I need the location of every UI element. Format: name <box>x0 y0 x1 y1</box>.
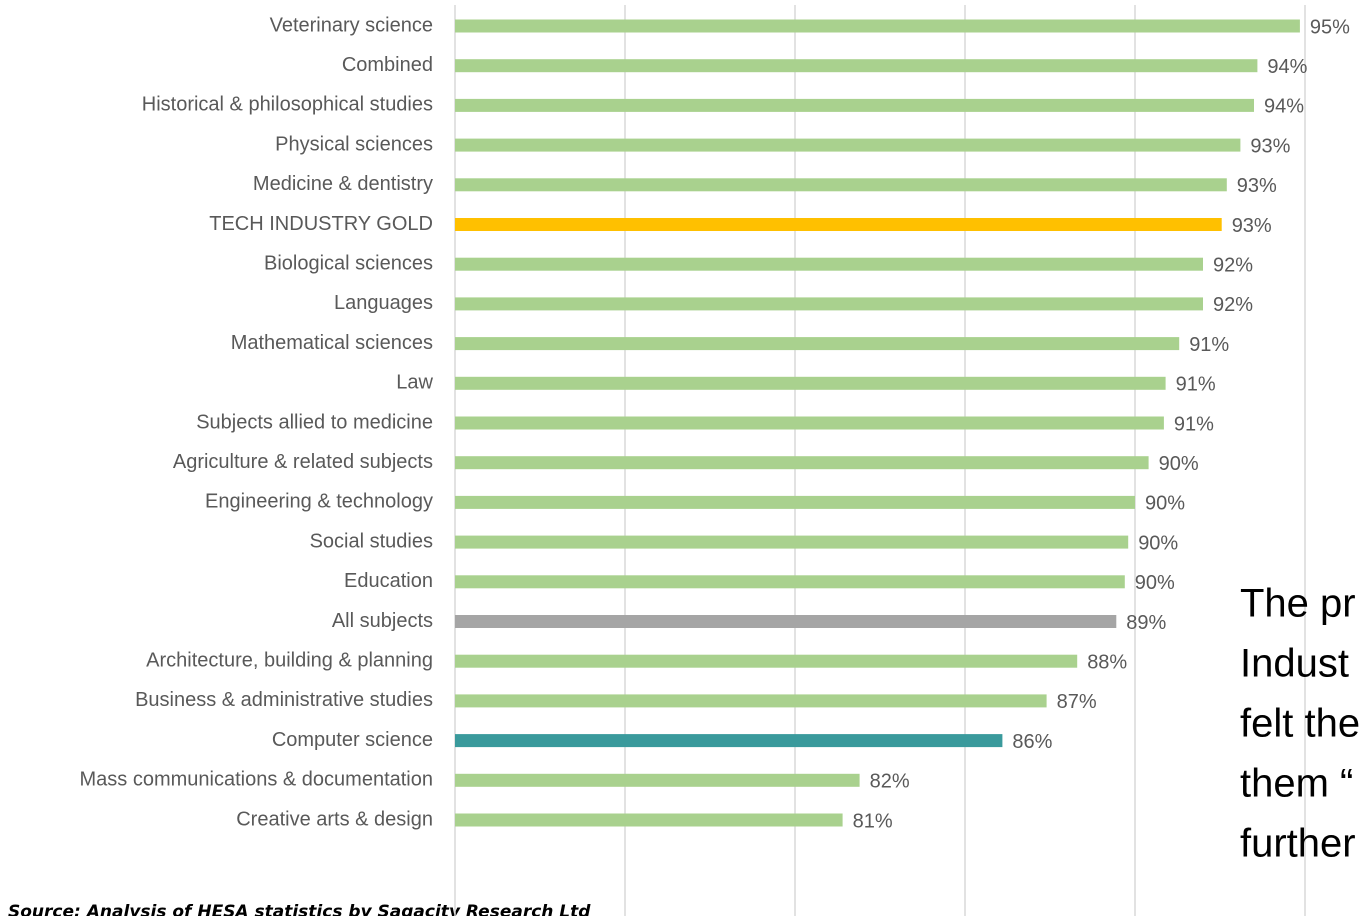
category-label: Historical & philosophical studies <box>142 94 433 116</box>
category-label: Engineering & technology <box>205 491 433 513</box>
data-label: 93% <box>1232 215 1272 237</box>
bar <box>455 376 1166 390</box>
data-label: 88% <box>1087 651 1127 673</box>
category-label: Law <box>396 372 433 394</box>
bar <box>455 495 1135 509</box>
annotation-text: them “ <box>1240 762 1353 806</box>
category-label: Veterinary science <box>270 14 433 36</box>
data-label: 94% <box>1267 56 1307 78</box>
category-label: Biological sciences <box>264 252 433 274</box>
data-label: 90% <box>1145 493 1185 515</box>
category-label: Physical sciences <box>275 133 433 155</box>
source-note: Source: Analysis of HESA statistics by S… <box>8 902 591 916</box>
bar <box>455 535 1129 549</box>
annotation-text: Indust <box>1240 642 1349 686</box>
category-label: Creative arts & design <box>236 808 433 830</box>
data-label: 91% <box>1174 413 1214 435</box>
category-label: Medicine & dentistry <box>253 173 433 195</box>
category-label: Computer science <box>272 729 433 751</box>
data-label: 95% <box>1310 16 1350 38</box>
category-label: Business & administrative studies <box>135 689 433 711</box>
bar <box>455 456 1149 470</box>
category-label: Social studies <box>310 530 433 552</box>
annotation-text: further <box>1240 822 1356 866</box>
category-label: Combined <box>342 54 433 76</box>
data-label: 86% <box>1012 731 1052 753</box>
bar <box>455 337 1180 351</box>
bar <box>455 416 1164 430</box>
bar <box>455 19 1300 33</box>
bar <box>455 218 1222 231</box>
data-label: 93% <box>1237 175 1277 197</box>
category-label: Architecture, building & planning <box>146 649 433 671</box>
data-label: 94% <box>1264 96 1304 118</box>
category-label: Education <box>344 570 433 592</box>
category-label: Mass communications & documentation <box>80 769 434 791</box>
bar <box>455 138 1241 152</box>
bar <box>455 59 1258 73</box>
bar <box>455 257 1203 271</box>
data-label: 93% <box>1250 135 1290 157</box>
category-label: TECH INDUSTRY GOLD <box>209 213 433 235</box>
data-label: 92% <box>1213 294 1253 316</box>
bar <box>455 297 1203 311</box>
data-label: 90% <box>1138 532 1178 554</box>
bar <box>455 773 860 787</box>
category-label: Subjects allied to medicine <box>196 411 433 433</box>
bar <box>455 615 1117 628</box>
category-label: Agriculture & related subjects <box>173 451 433 473</box>
bar <box>455 813 843 827</box>
data-label: 87% <box>1057 691 1097 713</box>
category-label: Languages <box>334 292 433 314</box>
data-label: 91% <box>1189 334 1229 356</box>
bar <box>455 654 1078 668</box>
annotation-text: The pr <box>1240 582 1356 626</box>
data-label: 81% <box>853 810 893 832</box>
bar <box>455 98 1254 112</box>
bar <box>455 694 1047 708</box>
data-label: 89% <box>1126 612 1166 634</box>
bar <box>455 178 1227 192</box>
bar <box>455 575 1125 589</box>
data-label: 90% <box>1135 572 1175 594</box>
annotation-text: felt the <box>1240 702 1360 746</box>
data-label: 92% <box>1213 254 1253 276</box>
category-label: All subjects <box>332 610 433 632</box>
data-label: 82% <box>870 771 910 793</box>
data-label: 91% <box>1176 374 1216 396</box>
bar <box>455 734 1003 748</box>
category-label: Mathematical sciences <box>231 332 433 354</box>
data-label: 90% <box>1159 453 1199 475</box>
